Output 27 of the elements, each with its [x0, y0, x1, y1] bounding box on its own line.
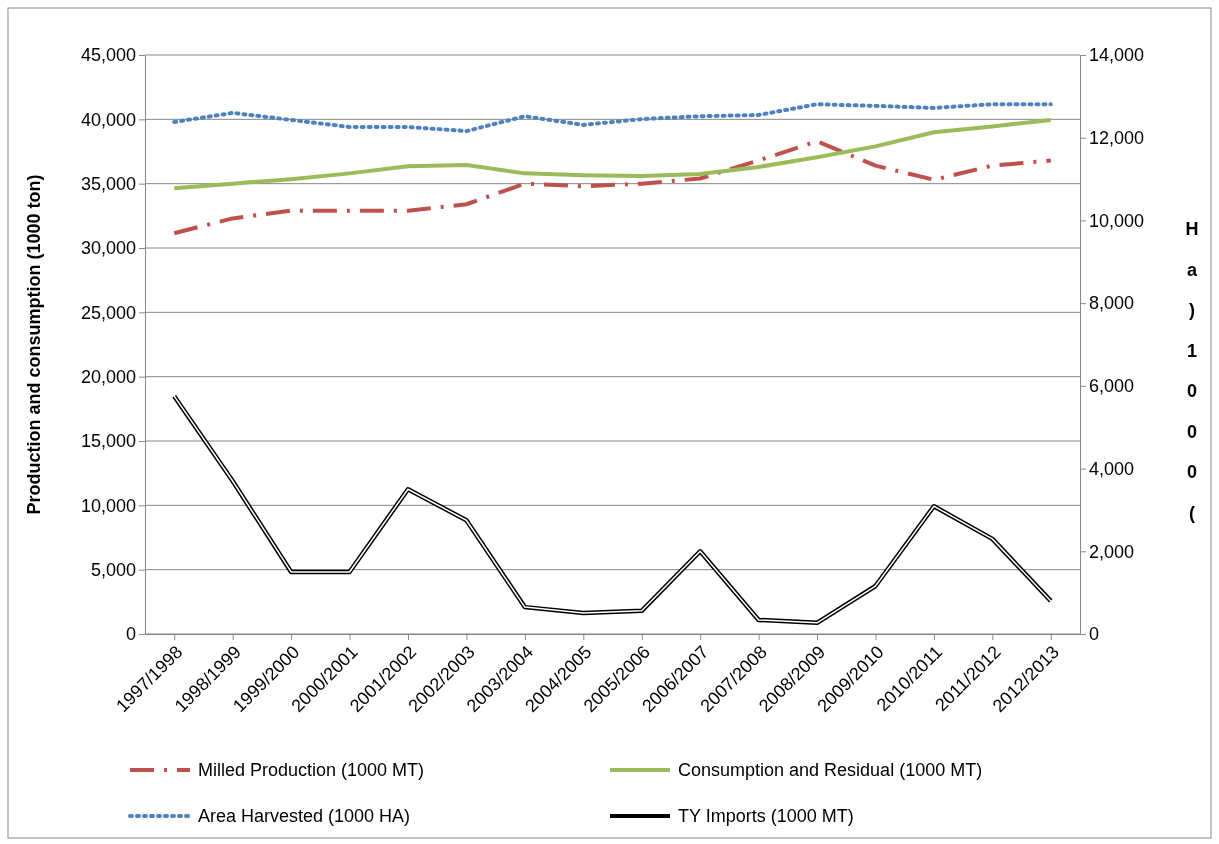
y2-tick-label: 14,000 [1089, 45, 1145, 66]
legend-label: Area Harvested (1000 HA) [198, 806, 411, 826]
y-tick-label: 30,000 [80, 238, 136, 259]
y-tick-label: 15,000 [80, 431, 136, 452]
y2-tick-label: 10,000 [1089, 210, 1145, 231]
y-tick-label: 0 [125, 624, 136, 645]
y-tick-label: 10,000 [80, 495, 136, 516]
y2-tick-label: 0 [1089, 624, 1100, 645]
y-tick-label: 20,000 [80, 366, 136, 387]
y-tick-label: 40,000 [80, 109, 136, 130]
legend-label: Milled Production (1000 MT) [198, 760, 425, 780]
legend-label: TY Imports (1000 MT) [678, 806, 854, 826]
y-tick-label: 5,000 [90, 559, 136, 580]
y2-tick-label: 6,000 [1089, 376, 1135, 397]
y2-tick-label: 4,000 [1089, 458, 1135, 479]
y2-tick-label: 2,000 [1089, 541, 1135, 562]
y-tick-label: 35,000 [80, 173, 136, 194]
y2-tick-label: 8,000 [1089, 293, 1135, 314]
y-tick-label: 25,000 [80, 302, 136, 323]
y2-axis-title: Ha)1000( [1185, 219, 1199, 523]
line-series [172, 102, 1053, 134]
y-tick-label: 45,000 [80, 45, 136, 66]
y2-tick-label: 12,000 [1089, 127, 1145, 148]
line-series [172, 117, 1053, 191]
y-axis-title: Production and consumption (1000 ton) [24, 174, 44, 515]
line-series [172, 139, 1053, 236]
legend-label: Consumption and Residual (1000 MT) [678, 760, 983, 780]
